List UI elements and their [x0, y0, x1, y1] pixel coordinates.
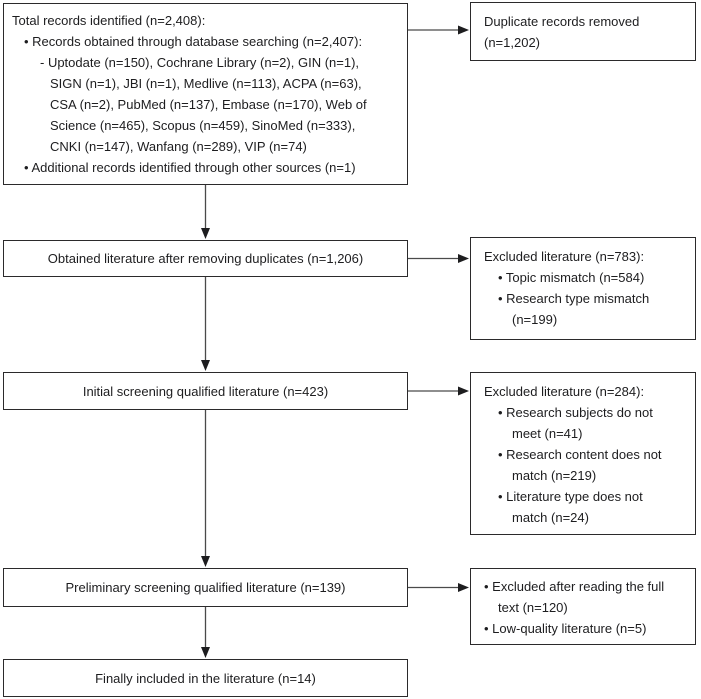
text-line: text (n=120) [498, 600, 568, 615]
text-line: • Records obtained through database sear… [24, 34, 363, 49]
arrow-preliminary-to-final [201, 607, 210, 658]
text-line: match (n=219) [512, 468, 597, 483]
arrow-to-excluded-fulltext [408, 583, 469, 592]
text-line: Initial screening qualified literature (… [82, 383, 329, 399]
text-line: match (n=24) [512, 510, 589, 525]
text-line: • Research subjects do not [498, 405, 653, 420]
text-line: Duplicate records removed [484, 14, 640, 29]
text-line: Excluded literature (n=783): [484, 249, 645, 264]
box-total-records-identified: Total records identified (n=2,408): • Re… [3, 3, 408, 185]
arrow-to-excluded-screening [408, 386, 469, 396]
text-line: (n=1,202) [484, 35, 541, 50]
text-line: - Uptodate (n=150), Cochrane Library (n=… [40, 55, 360, 70]
arrow-to-duplicates-removed [408, 25, 469, 35]
box-duplicate-records-removed: Duplicate records removed (n=1,202) [470, 2, 696, 61]
text-line: • Low-quality literature (n=5) [484, 621, 647, 636]
text-line: meet (n=41) [512, 426, 583, 441]
text-line: Total records identified (n=2,408): [12, 13, 206, 28]
text-line: • Research type mismatch [498, 291, 650, 306]
text-line: • Excluded after reading the full [484, 579, 665, 594]
text-line: SIGN (n=1), JBI (n=1), Medlive (n=113), … [50, 76, 362, 91]
text-line: Preliminary screening qualified literatu… [65, 580, 346, 595]
text-line: • Additional records identified through … [24, 160, 356, 175]
text-line: Finally included in the literature (n=14… [95, 670, 316, 686]
box-excluded-literature-783: Excluded literature (n=783): • Topic mis… [470, 237, 696, 340]
text-line: CSA (n=2), PubMed (n=137), Embase (n=170… [50, 97, 367, 112]
text-line: • Research content does not [498, 447, 662, 462]
text-line: CNKI (n=147), Wanfang (n=289), VIP (n=74… [50, 139, 307, 154]
arrow-initial-to-preliminary-screening [201, 410, 210, 567]
text-line: Excluded literature (n=284): [484, 384, 645, 399]
box-finally-included: Finally included in the literature (n=14… [3, 659, 408, 697]
text-line: (n=199) [512, 312, 558, 327]
arrow-to-excluded-topic [408, 254, 469, 263]
arrow-identification-to-after-duplicates [201, 185, 210, 239]
box-after-removing-duplicates: Obtained literature after removing dupli… [3, 240, 408, 277]
box-initial-screening: Initial screening qualified literature (… [3, 372, 408, 410]
box-excluded-literature-284: Excluded literature (n=284): • Research … [470, 372, 696, 535]
box-preliminary-screening: Preliminary screening qualified literatu… [3, 568, 408, 607]
text-line: • Topic mismatch (n=584) [498, 270, 645, 285]
box-excluded-after-fulltext: • Excluded after reading the full text (… [470, 568, 696, 645]
text-line: Obtained literature after removing dupli… [47, 251, 364, 266]
text-line: Science (n=465), Scopus (n=459), SinoMed… [50, 118, 356, 133]
arrow-after-duplicates-to-initial-screening [201, 277, 210, 371]
text-line: • Literature type does not [498, 489, 643, 504]
